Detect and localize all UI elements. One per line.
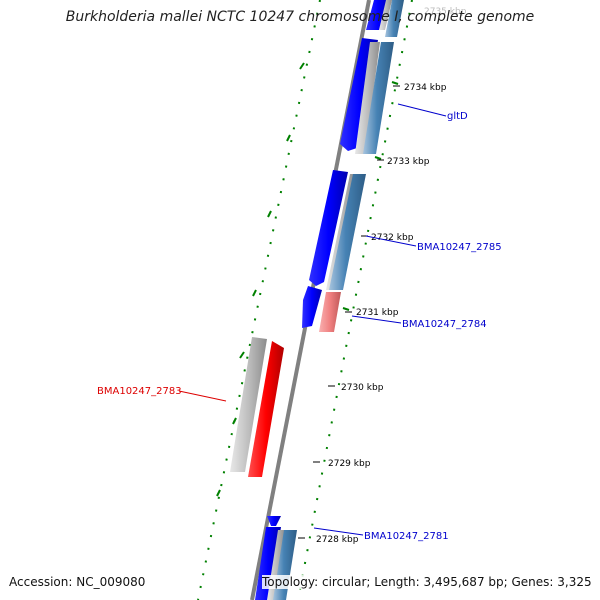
tick-label: 2735 kbp [424, 7, 467, 17]
tick-label: 2732 kbp [371, 233, 414, 243]
tick-label: 2729 kbp [328, 459, 371, 469]
cds-red-2783 [248, 341, 284, 477]
cds-features [230, 0, 404, 600]
tick-label: 2730 kbp [341, 383, 384, 393]
topology-label: Topology: circular; Length: 3,495,687 bp… [262, 575, 592, 589]
gene-label-gltD[interactable]: gltD [447, 111, 468, 122]
gene-label-2781[interactable]: BMA10247_2781 [364, 531, 449, 542]
gc-skew-line-left [197, 0, 321, 600]
label-connectors [178, 103, 447, 536]
tick-label: 2734 kbp [404, 83, 447, 93]
map-title: Burkholderia mallei NCTC 10247 chromosom… [65, 9, 535, 25]
cds-pink-2784 [319, 292, 341, 332]
tick-label: 2728 kbp [316, 535, 359, 545]
gc-dash-marks [216, 62, 399, 497]
gc-skew-line-right [297, 0, 413, 600]
cds-blue-2785 [309, 170, 348, 286]
gene-label-2784[interactable]: BMA10247_2784 [402, 319, 487, 330]
tick-labels: 2735 kbp 2734 kbp 2733 kbp 2732 kbp 2731… [316, 7, 467, 545]
cds-blue-small [302, 286, 322, 328]
gene-labels: gltD BMA10247_2785 BMA10247_2784 BMA1024… [97, 111, 502, 542]
cds-gray-2783 [230, 337, 267, 472]
cds-blue-2781 [255, 527, 281, 600]
cds-gray-top [379, 0, 392, 30]
accession-label: Accession: NC_009080 [9, 575, 146, 589]
tick-label: 2733 kbp [387, 157, 430, 167]
tick-label: 2731 kbp [356, 308, 399, 318]
cds-steel-2785 [329, 174, 366, 290]
cds-steel-gltD [363, 42, 394, 154]
cds-steel-top [385, 0, 404, 37]
cds-blue-2781-arrow [267, 516, 281, 526]
gene-label-2783[interactable]: BMA10247_2783 [97, 386, 182, 397]
cds-gray-gltD [355, 42, 380, 154]
gene-label-2785[interactable]: BMA10247_2785 [417, 242, 502, 253]
